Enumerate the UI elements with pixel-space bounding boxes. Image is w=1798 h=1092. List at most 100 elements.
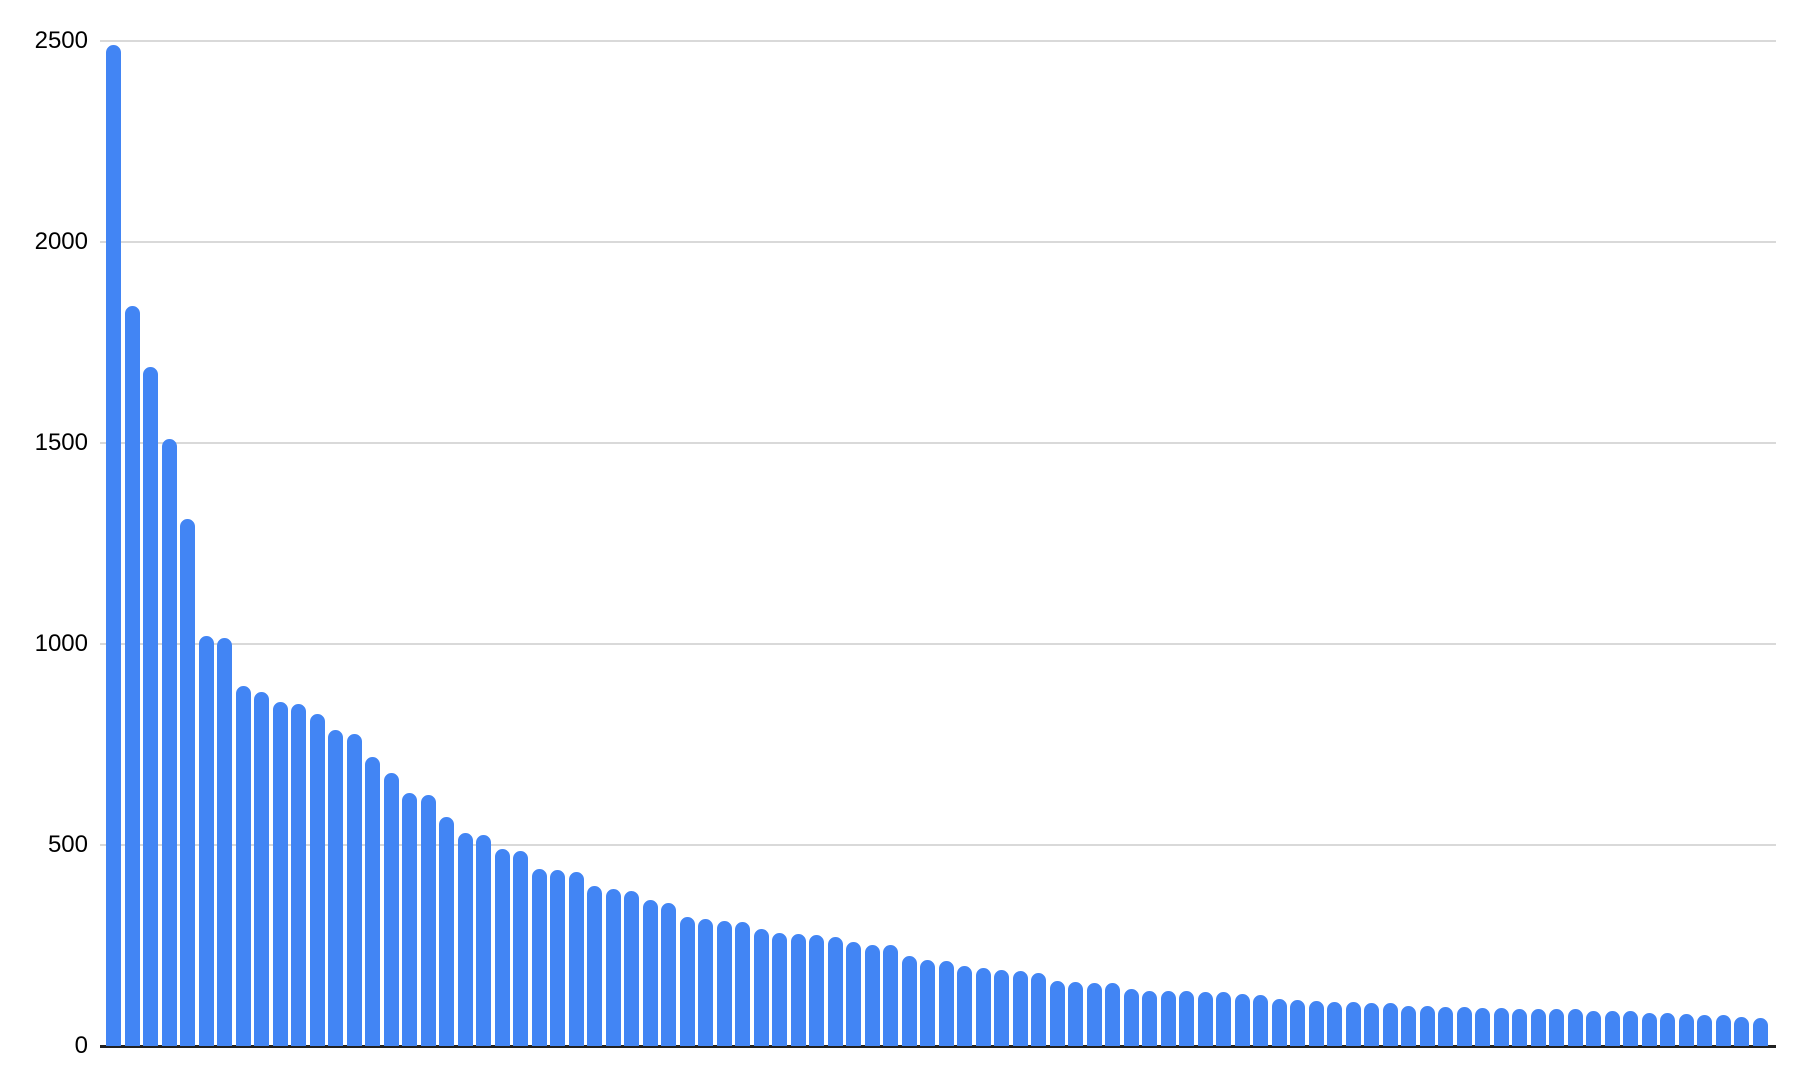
- bar-60: [1198, 992, 1213, 1046]
- bar-88: [1716, 1015, 1731, 1046]
- y-tick-label-2500: 2500: [34, 27, 88, 54]
- bar-11: [291, 704, 306, 1046]
- bar-18: [421, 795, 436, 1046]
- y-tick-label-1500: 1500: [34, 429, 88, 456]
- bar-6: [199, 636, 214, 1046]
- bar-65: [1290, 1000, 1305, 1046]
- bar-46: [939, 961, 954, 1046]
- bar-89: [1734, 1017, 1749, 1046]
- bar-4: [162, 439, 177, 1046]
- bar-67: [1327, 1002, 1342, 1046]
- bar-73: [1438, 1007, 1453, 1046]
- bar-57: [1142, 991, 1157, 1046]
- bar-35: [735, 922, 750, 1046]
- bar-38: [791, 934, 806, 1046]
- bar-2: [125, 306, 140, 1046]
- bar-83: [1623, 1011, 1638, 1046]
- bar-47: [957, 966, 972, 1046]
- bar-14: [347, 734, 362, 1046]
- bar-20: [458, 833, 473, 1046]
- bar-29: [624, 891, 639, 1046]
- bar-76: [1494, 1008, 1509, 1046]
- bar-50: [1013, 971, 1028, 1046]
- gridline-1000: [100, 643, 1776, 645]
- bar-51: [1031, 973, 1046, 1046]
- bar-25: [550, 870, 565, 1046]
- bar-80: [1568, 1009, 1583, 1046]
- y-tick-label-2000: 2000: [34, 228, 88, 255]
- bar-64: [1272, 999, 1287, 1046]
- bar-45: [920, 960, 935, 1046]
- bar-79: [1549, 1009, 1564, 1046]
- y-tick-label-0: 0: [74, 1032, 88, 1059]
- bar-16: [384, 773, 399, 1046]
- bar-63: [1253, 995, 1268, 1046]
- bar-42: [865, 945, 880, 1046]
- bar-17: [402, 793, 417, 1046]
- bar-69: [1364, 1003, 1379, 1046]
- bar-68: [1346, 1002, 1361, 1046]
- bar-87: [1697, 1015, 1712, 1046]
- x-axis-line: [100, 1045, 1776, 1048]
- bar-30: [643, 900, 658, 1046]
- bar-15: [365, 757, 380, 1046]
- bar-90: [1753, 1018, 1768, 1046]
- bar-48: [976, 968, 991, 1046]
- bar-3: [143, 367, 158, 1046]
- bar-66: [1309, 1001, 1324, 1046]
- bar-31: [661, 903, 676, 1046]
- bar-43: [883, 945, 898, 1046]
- gridline-1500: [100, 442, 1776, 444]
- bar-71: [1401, 1006, 1416, 1046]
- bar-26: [569, 872, 584, 1046]
- bar-74: [1457, 1007, 1472, 1046]
- bar-28: [606, 889, 621, 1046]
- bar-23: [513, 851, 528, 1046]
- bar-1: [106, 45, 121, 1046]
- bar-56: [1124, 989, 1139, 1046]
- bar-22: [495, 849, 510, 1046]
- bar-70: [1383, 1003, 1398, 1046]
- bar-78: [1531, 1009, 1546, 1046]
- y-tick-label-1000: 1000: [34, 630, 88, 657]
- bar-86: [1679, 1014, 1694, 1046]
- bar-40: [828, 937, 843, 1046]
- bar-84: [1642, 1013, 1657, 1046]
- gridline-500: [100, 844, 1776, 846]
- bar-44: [902, 956, 917, 1046]
- bar-36: [754, 929, 769, 1046]
- bar-10: [273, 702, 288, 1046]
- bar-39: [809, 935, 824, 1046]
- bar-21: [476, 835, 491, 1046]
- bar-32: [680, 917, 695, 1046]
- bar-33: [698, 919, 713, 1046]
- bar-49: [994, 970, 1009, 1046]
- bar-75: [1475, 1008, 1490, 1046]
- bar-85: [1660, 1013, 1675, 1046]
- y-tick-label-500: 500: [47, 831, 88, 858]
- bar-53: [1068, 982, 1083, 1046]
- bar-13: [328, 730, 343, 1046]
- bar-52: [1050, 981, 1065, 1046]
- bar-5: [180, 519, 195, 1046]
- bar-54: [1087, 983, 1102, 1046]
- bar-62: [1235, 994, 1250, 1046]
- bar-8: [236, 686, 251, 1046]
- bar-24: [532, 869, 547, 1046]
- bar-9: [254, 692, 269, 1046]
- bar-34: [717, 921, 732, 1046]
- bar-41: [846, 942, 861, 1046]
- bar-55: [1105, 983, 1120, 1046]
- bar-59: [1179, 991, 1194, 1046]
- bar-58: [1161, 991, 1176, 1046]
- bar-72: [1420, 1006, 1435, 1046]
- bar-61: [1216, 992, 1231, 1046]
- bar-7: [217, 638, 232, 1046]
- bar-81: [1586, 1011, 1601, 1046]
- bar-19: [439, 817, 454, 1046]
- bar-37: [772, 933, 787, 1046]
- gridline-2500: [100, 40, 1776, 42]
- bar-82: [1605, 1011, 1620, 1046]
- bar-27: [587, 886, 602, 1046]
